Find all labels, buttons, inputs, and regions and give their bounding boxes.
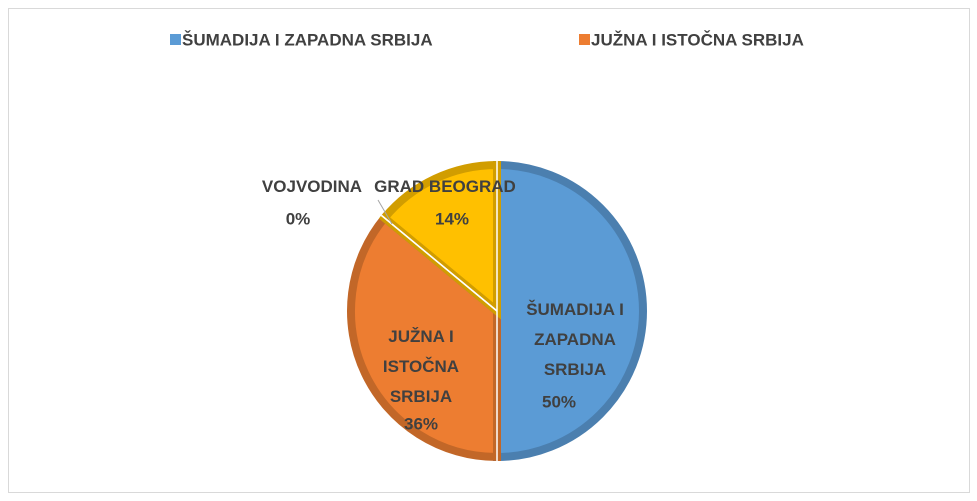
slice-separator <box>380 214 498 312</box>
data-label-value: 36% <box>404 414 438 433</box>
leader-line <box>377 199 393 225</box>
data-label: GRAD BEOGRAD <box>374 177 516 196</box>
data-label: JUŽNA I ISTOČNA SRBIJA <box>383 327 459 406</box>
pie-slice <box>378 160 501 320</box>
pie-slice <box>347 212 501 462</box>
legend-marker <box>579 34 590 45</box>
data-label: ŠUMADIJA I ZAPADNA SRBIJA <box>526 300 624 379</box>
pie-slice <box>493 160 647 462</box>
data-label: VOJVODINA <box>262 177 362 196</box>
pie <box>347 160 647 462</box>
data-label-value: 14% <box>435 209 469 228</box>
legend-marker <box>170 34 181 45</box>
data-label-value: 50% <box>542 392 576 411</box>
legend-label: ŠUMADIJA I ZAPADNA SRBIJA <box>182 30 433 49</box>
legend-label: JUŽNA I ISTOČNA SRBIJA <box>591 30 804 49</box>
data-label-value: 0% <box>286 209 311 228</box>
